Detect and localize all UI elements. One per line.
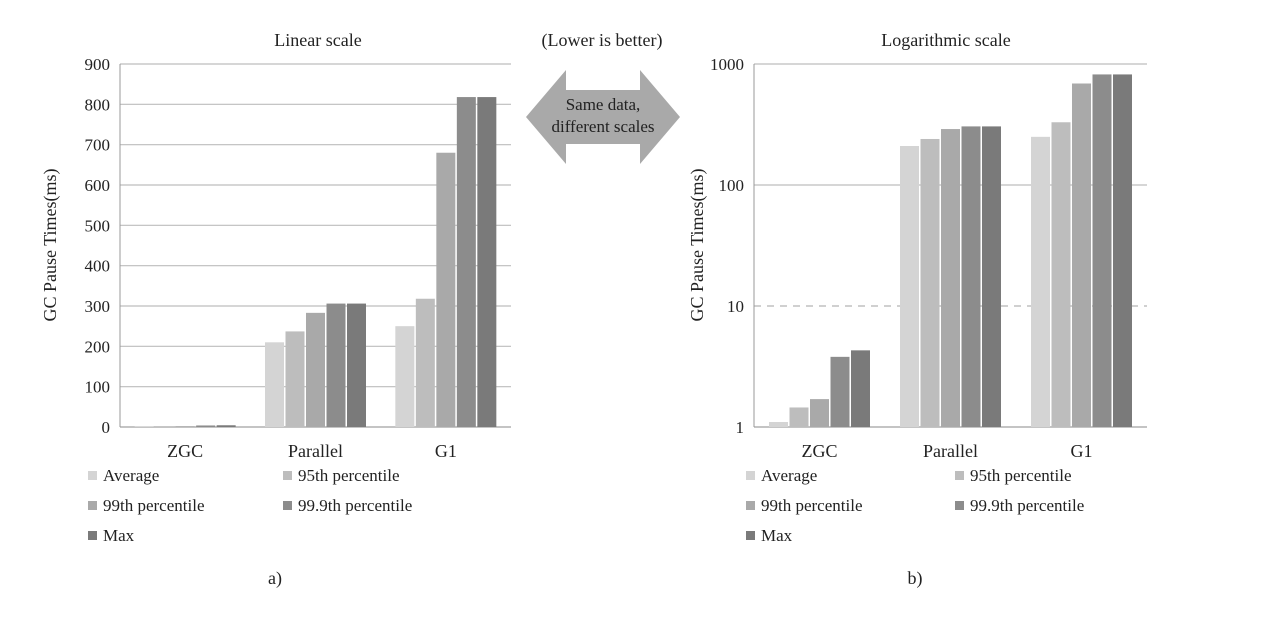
bar (789, 407, 809, 427)
legend-label: 95th percentile (970, 466, 1072, 485)
bar (326, 303, 346, 427)
bar (395, 326, 415, 427)
legend-swatch (955, 501, 964, 510)
bar (477, 97, 497, 427)
y-axis-label: GC Pause Times(ms) (40, 168, 61, 321)
legend-swatch (88, 531, 97, 540)
y-tick-label: 900 (85, 55, 111, 74)
legend-swatch (955, 471, 964, 480)
legend-label: Average (103, 466, 159, 485)
chart-caption: a) (268, 568, 282, 589)
x-tick-label: G1 (435, 441, 457, 461)
legend-swatch (746, 531, 755, 540)
x-tick-label: Parallel (923, 441, 978, 461)
legend-swatch (746, 501, 755, 510)
bar (285, 331, 305, 427)
lower-is-better-note: (Lower is better) (542, 30, 663, 51)
bar (900, 146, 919, 427)
bar (175, 426, 195, 427)
bar (851, 350, 870, 427)
legend-label: 99th percentile (761, 496, 863, 515)
arrow-label-line2: different scales (551, 117, 654, 136)
bar (347, 303, 366, 427)
chart-caption: b) (908, 568, 923, 589)
arrow-label-line1: Same data, (566, 95, 641, 114)
x-tick-label: ZGC (802, 441, 838, 461)
bar (456, 97, 476, 427)
bar (982, 126, 1001, 427)
bar (1113, 74, 1132, 427)
legend-label: Max (103, 526, 135, 545)
y-tick-label: 600 (85, 176, 111, 195)
chart-title: Logarithmic scale (881, 30, 1010, 50)
x-tick-label: G1 (1071, 441, 1093, 461)
bar (769, 421, 788, 427)
bar (830, 356, 850, 427)
y-tick-label: 300 (85, 297, 111, 316)
legend-swatch (283, 501, 292, 510)
bar (1092, 74, 1112, 427)
legend-swatch (88, 471, 97, 480)
bar (415, 298, 435, 427)
legend-label: 99.9th percentile (970, 496, 1084, 515)
bar (1072, 83, 1091, 427)
legend-swatch (283, 471, 292, 480)
bar (196, 425, 216, 427)
y-tick-label: 800 (85, 95, 111, 114)
legend-swatch (746, 471, 755, 480)
chart-title: Linear scale (274, 30, 361, 50)
y-tick-label: 10 (727, 297, 744, 316)
y-tick-label: 500 (85, 216, 111, 235)
bar (920, 138, 940, 427)
y-tick-label: 100 (85, 378, 111, 397)
legend-label: Max (761, 526, 793, 545)
legend-label: 99th percentile (103, 496, 205, 515)
y-tick-label: 1000 (710, 55, 744, 74)
y-tick-label: 200 (85, 337, 111, 356)
x-tick-label: Parallel (288, 441, 343, 461)
legend-swatch (88, 501, 97, 510)
bar (134, 426, 154, 427)
bar (216, 425, 236, 427)
y-tick-label: 100 (719, 176, 745, 195)
bar (436, 152, 456, 427)
bar (265, 342, 284, 427)
bar (961, 126, 981, 427)
chart-linear: Linear scale 0 100 200 300 400 500 600 700 800 900… (40, 30, 511, 589)
bar (1031, 136, 1050, 428)
bar (810, 399, 829, 427)
y-tick-label: 400 (85, 257, 111, 276)
x-tick-label: ZGC (167, 441, 203, 461)
double-arrow-icon (526, 70, 680, 164)
legend-label: 99.9th percentile (298, 496, 412, 515)
bar (941, 129, 960, 427)
y-axis-label: GC Pause Times(ms) (687, 168, 708, 321)
bar (306, 312, 325, 427)
legend-label: 95th percentile (298, 466, 400, 485)
y-tick-label: 700 (85, 136, 111, 155)
bar (1051, 122, 1071, 427)
bar (155, 426, 175, 427)
legend-label: Average (761, 466, 817, 485)
chart-log: Logarithmic scale 1 10 100 1000 GC Pause Time… (687, 30, 1147, 589)
y-tick-label: 0 (102, 418, 111, 437)
y-tick-label: 1 (736, 418, 745, 437)
